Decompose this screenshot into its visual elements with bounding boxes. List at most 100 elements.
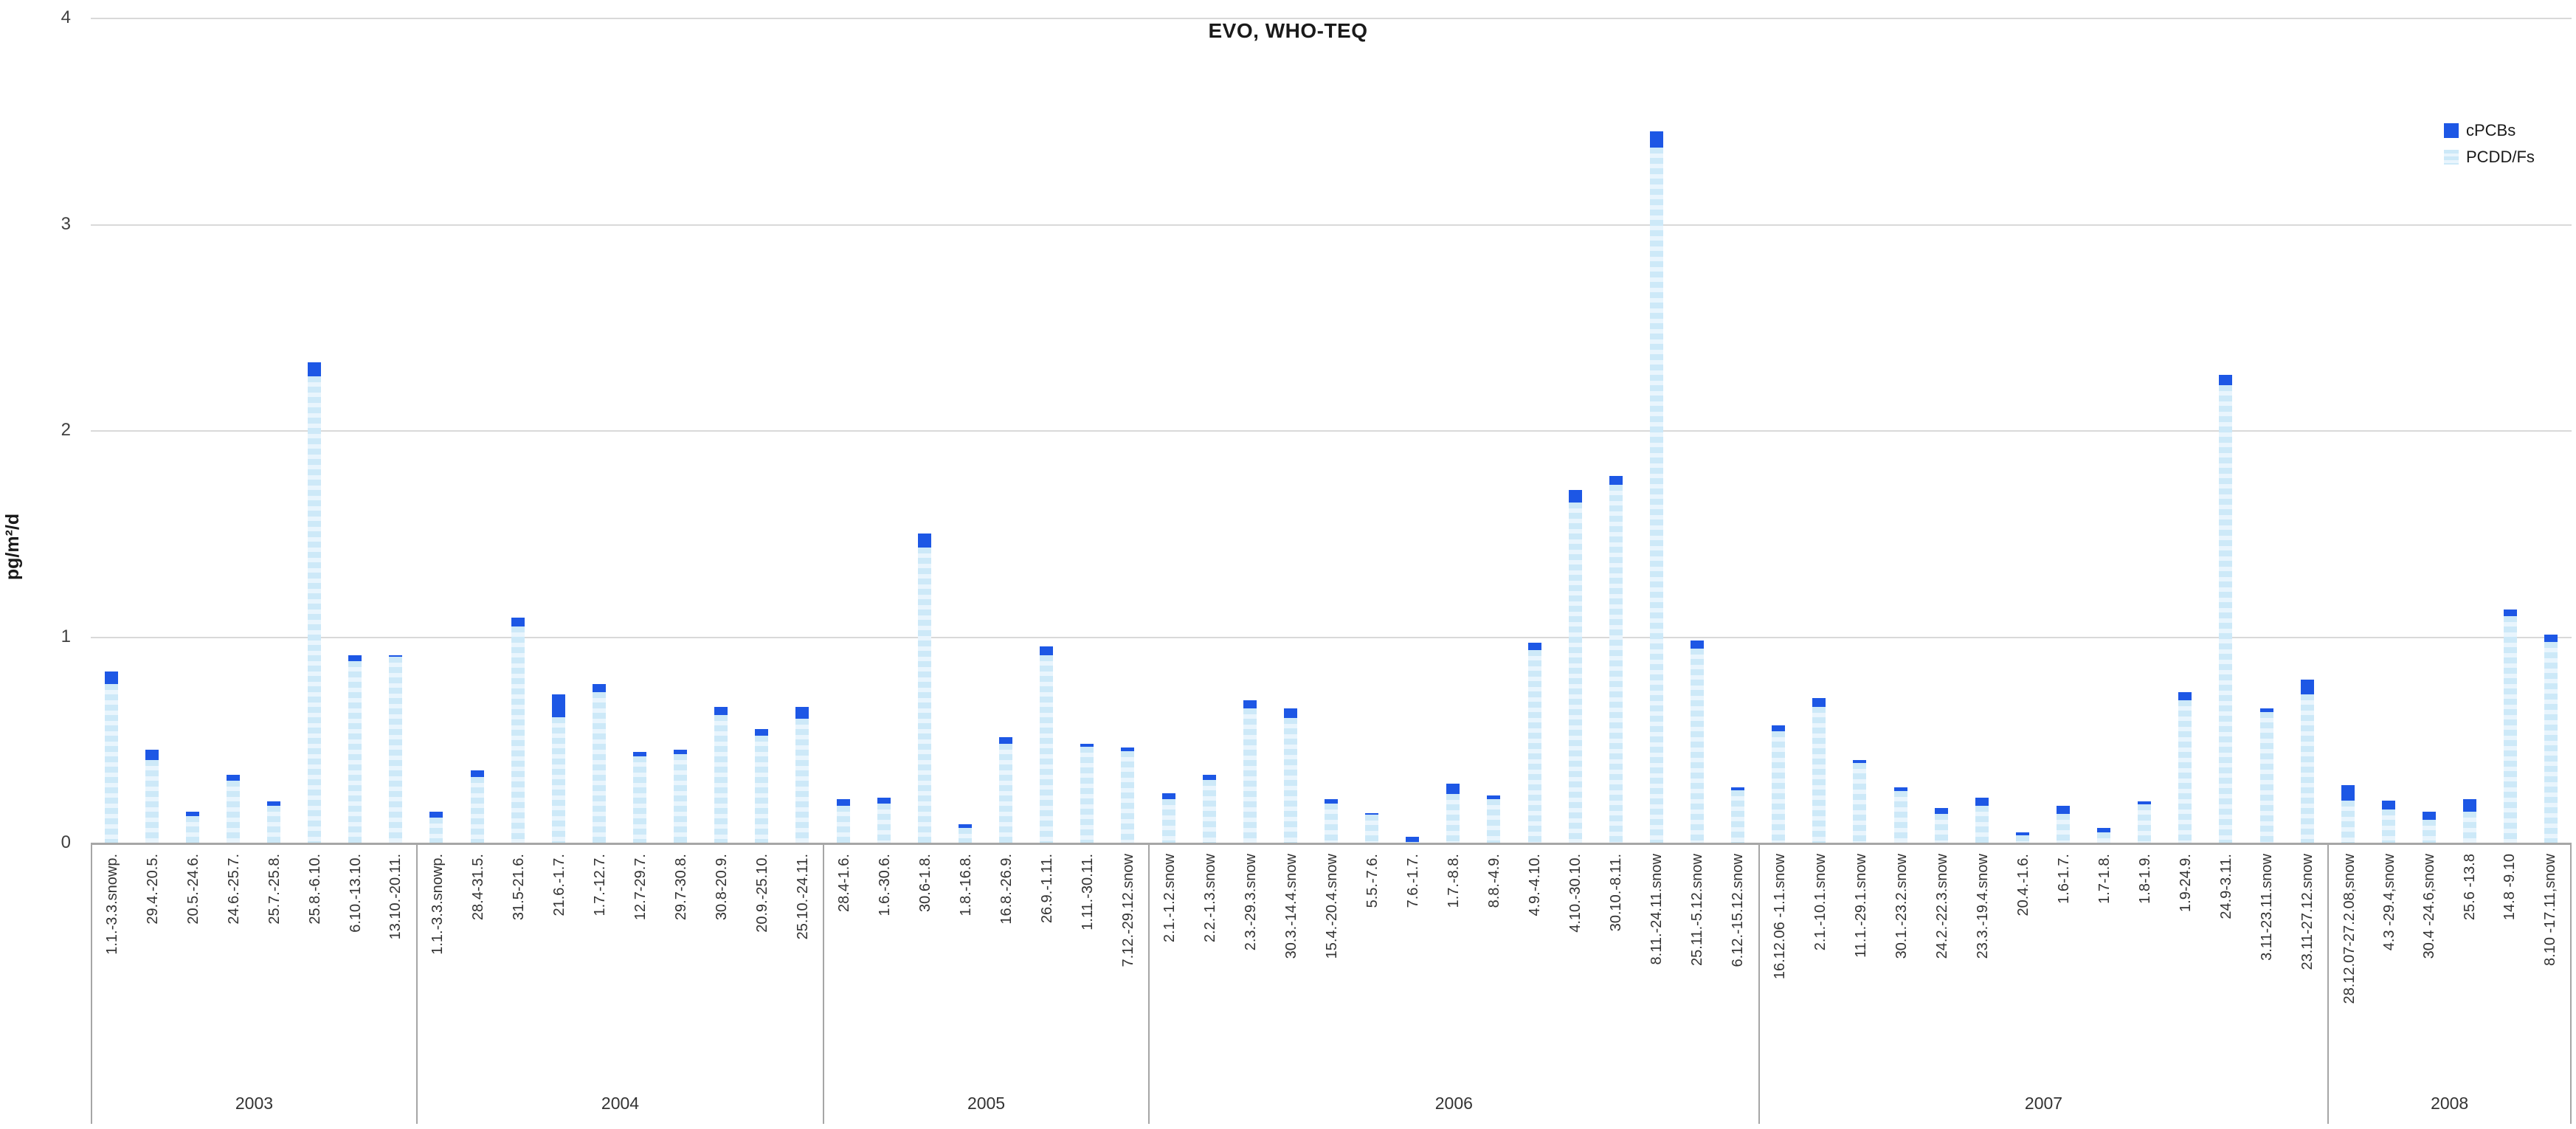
category-label-slot: 14.8 -9.10	[2490, 845, 2530, 1083]
bar-slot	[660, 750, 701, 843]
category-label-slot: 8.10 -17.11,snow	[2530, 845, 2570, 1083]
bar-slot	[1108, 748, 1148, 843]
bar	[1080, 743, 1094, 843]
bar-slot	[1352, 812, 1392, 843]
bar-segment-cpcbs	[1243, 700, 1257, 709]
bar-slot	[1433, 784, 1474, 843]
bar-segment-cpcbs	[1812, 698, 1826, 707]
category-label-slot: 16.12.06 -1.1.snow	[1760, 845, 1800, 1083]
bar	[1487, 795, 1501, 843]
category-label-slot: 2.2.-1.3.snow	[1190, 845, 1231, 1083]
bar-slot	[1270, 708, 1311, 843]
bar	[1406, 836, 1420, 843]
bar-segment-cpcbs	[429, 812, 443, 818]
bar-segment-pcddfs	[877, 803, 891, 843]
bar	[917, 533, 931, 843]
category-label: 5.5.-7.6.	[1364, 854, 1381, 908]
category-label: 25.7.-25.8.	[266, 854, 283, 925]
bar-segment-cpcbs	[674, 750, 688, 754]
bar-segment-cpcbs	[836, 799, 850, 806]
axis-label-area: 2.1.-1.2.snow 2.2.-1.3.snow 2.3.-29.3.snow…	[1147, 843, 1758, 1124]
category-label: 31.5-21.6.	[511, 854, 528, 921]
bar	[1731, 787, 1745, 843]
bar-slot	[131, 750, 172, 843]
bar	[389, 655, 403, 843]
bar-segment-cpcbs	[2504, 610, 2518, 616]
bar-slot	[2165, 691, 2206, 843]
category-label-slot: 4.10.-30.10.	[1555, 845, 1596, 1083]
bar-segment-pcddfs	[1202, 779, 1216, 843]
legend-label: PCDD/Fs	[2466, 148, 2535, 166]
axis-label-area: 1.1.-3.3.snowp. 29.4.-20.5. 20.5.-24.6. 24.…	[91, 843, 416, 1124]
y-tick-label: 4	[61, 7, 71, 27]
category-label-slot: 1.7-1.8.	[2084, 845, 2124, 1083]
category-labels: 28.12.07-27.2.08,snow 4.3 -29.4,snow 30.4 …	[2329, 845, 2570, 1083]
y-tick-label: 0	[61, 832, 71, 852]
bar-segment-pcddfs	[551, 717, 565, 843]
category-labels: 16.12.06 -1.1.snow 2.1.-10.1.snow 11.1.-29…	[1760, 845, 2328, 1083]
bar-segment-pcddfs	[999, 743, 1013, 843]
category-label: 30.4 -24.6,snow	[2421, 854, 2438, 959]
y-tick-label: 3	[61, 213, 71, 234]
bar-segment-cpcbs	[1975, 797, 1989, 806]
category-label-slot: 25.7.-25.8.	[254, 845, 294, 1083]
category-label-slot: 25.11.-5.12.snow	[1677, 845, 1718, 1083]
bar-segment-pcddfs	[308, 376, 322, 843]
category-label-slot: 30.10.-8.11.	[1596, 845, 1637, 1083]
bar-segment-pcddfs	[266, 805, 280, 843]
bar	[2300, 680, 2314, 843]
bar-slot	[2490, 610, 2531, 843]
bar-segment-pcddfs	[1365, 815, 1379, 843]
bar-segment-pcddfs	[633, 756, 647, 843]
bar	[551, 694, 565, 843]
bar-slot	[1677, 641, 1717, 843]
bar	[2504, 610, 2518, 843]
category-label-slot: 5.5.-7.6.	[1353, 845, 1393, 1083]
bar-segment-pcddfs	[1283, 717, 1297, 843]
bar-segment-pcddfs	[2544, 641, 2558, 843]
category-label: 24.6.-25.7.	[226, 854, 242, 925]
bar	[1649, 131, 1663, 843]
bar-slot	[2368, 800, 2408, 843]
category-label-slot: 30.4 -24.6,snow	[2409, 845, 2449, 1083]
category-label: 25.11.-5.12.snow	[1689, 854, 1706, 966]
bar-segment-pcddfs	[1934, 813, 1948, 843]
category-label: 8.11.-24.11.snow	[1648, 854, 1665, 965]
bar-slot	[1758, 725, 1799, 843]
bar-slot	[294, 362, 335, 843]
legend-swatch-cpcbs	[2444, 123, 2459, 138]
bar-segment-pcddfs	[2423, 820, 2437, 843]
bar	[2381, 800, 2395, 843]
bar-slot	[2287, 680, 2327, 843]
bar	[2057, 805, 2071, 843]
bar-segment-pcddfs	[1040, 655, 1054, 843]
bar-slot	[1229, 700, 1270, 843]
bar-slot	[1311, 799, 1351, 843]
category-label-slot: 4.3 -29.4,snow	[2369, 845, 2409, 1083]
category-label: 8.10 -17.11,snow	[2541, 854, 2558, 966]
bar-segment-cpcbs	[2300, 680, 2314, 694]
bar-segment-pcddfs	[470, 776, 484, 843]
bar-segment-pcddfs	[389, 657, 403, 843]
bar-groups: 1.1.-3.3.snowp. 29.4.-20.5. 20.5.-24.6. 24.…	[91, 18, 2572, 1124]
category-label: 3.11-23.11.snow	[2258, 854, 2275, 961]
bar-slot	[376, 655, 416, 843]
bar	[2463, 799, 2477, 843]
bar-segment-cpcbs	[755, 729, 769, 736]
bar-slot	[2084, 828, 2124, 843]
category-label: 1.8.-16.8.	[958, 854, 975, 916]
bar	[1121, 748, 1135, 843]
year-group: 16.12.06 -1.1.snow 2.1.-10.1.snow 11.1.-29…	[1758, 18, 2328, 1124]
category-label: 1.7-1.8.	[2096, 854, 2113, 904]
bar	[226, 774, 240, 843]
category-label-slot: 20.5.-24.6.	[173, 845, 214, 1083]
category-label-slot: 1.7.-12.7.	[580, 845, 621, 1083]
bar-slot	[1595, 475, 1636, 843]
bar-slot	[2327, 784, 2368, 843]
bar-segment-cpcbs	[2097, 828, 2111, 833]
bar	[836, 799, 850, 843]
bar	[795, 706, 809, 843]
bar-slot	[1189, 774, 1229, 843]
year-label: 2003	[235, 1093, 274, 1113]
